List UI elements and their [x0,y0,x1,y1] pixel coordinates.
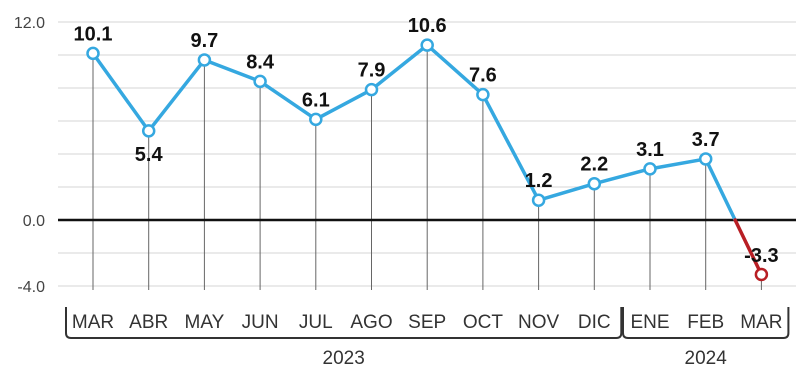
x-tick-label: MAY [185,312,225,333]
data-label: 6.1 [302,89,330,111]
line-segment [648,157,708,171]
data-label: -3.3 [744,245,778,267]
year-bracket [65,307,623,339]
data-label: 8.4 [246,51,275,73]
data-labels: 10.1 5.4 9.7 8.4 6.1 7.9 10.6 7.6 1.2 2.2 3.1 3.7 -3… [74,15,779,267]
data-point [253,74,267,89]
x-tick-label: MAR [740,312,782,333]
data-point [476,87,490,102]
line-segment [146,58,207,133]
data-point [531,193,546,207]
x-axis: MAR ABR MAY JUN JUL AGO SEP OCT NOV DIC ENE FEB MAR 2… [65,307,790,369]
data-label: 1.2 [525,170,553,192]
x-tick-label: MAR [72,312,114,333]
y-axis-ticks: 12.0 0.0 -4.0 [14,15,45,296]
line-segment [592,167,652,186]
y-tick-label: 0.0 [23,213,45,230]
x-tick-label: FEB [687,312,724,333]
x-tick-label: JUN [242,312,279,333]
year-label: 2024 [685,348,728,369]
line-segment [369,43,429,92]
data-points [86,38,769,282]
data-point [141,124,156,138]
line-segment [536,181,597,202]
data-label: 10.6 [408,15,447,37]
data-point [197,53,212,67]
x-tick-label: NOV [518,312,560,333]
y-tick-label: -4.0 [17,279,45,296]
x-tick-label: OCT [463,312,504,333]
x-tick-label: DIC [578,312,611,333]
drop-lines [92,45,762,290]
line-segment [481,92,541,202]
data-label: 3.7 [692,129,720,151]
line-segment [91,51,151,133]
data-point [587,176,602,191]
data-label: 9.7 [190,30,218,52]
line-segment-negative [733,218,764,277]
x-tick-label: AGO [350,312,392,333]
data-point [643,162,657,176]
series-line [91,43,764,277]
line-segment [703,157,737,222]
data-point [420,38,434,52]
year-bracket [622,307,790,339]
data-label: 7.6 [469,65,497,87]
x-tick-label: SEP [408,312,446,333]
line-segment [258,79,318,122]
data-point [698,152,713,166]
line-segment [202,58,262,84]
y-tick-label: 12.0 [14,15,45,32]
x-tick-label: ENE [630,312,669,333]
data-label: 2.2 [580,154,608,176]
data-point-negative [754,267,769,282]
data-label: 10.1 [74,23,113,45]
data-label: 7.9 [358,60,386,82]
data-label: 5.4 [135,144,164,166]
year-label: 2023 [323,348,365,369]
data-label: 3.1 [636,139,664,161]
data-point [364,82,379,97]
x-tick-label: JUL [299,312,333,333]
x-tick-label: ABR [129,312,168,333]
line-segment [425,43,485,97]
data-point [309,112,323,127]
data-point [86,46,100,61]
line-segment [314,87,374,122]
